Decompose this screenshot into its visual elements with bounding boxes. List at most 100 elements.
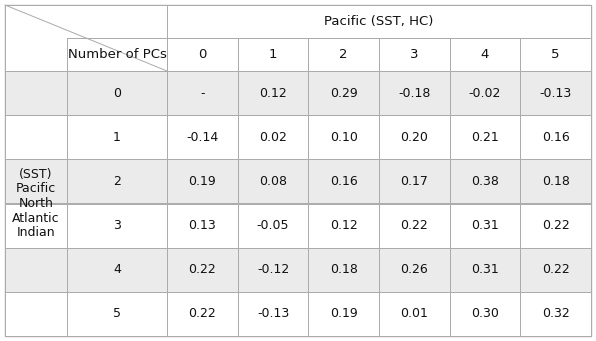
Bar — [449, 159, 520, 204]
Bar — [308, 71, 379, 115]
Text: 2: 2 — [113, 175, 121, 188]
Bar — [5, 5, 167, 71]
Bar — [167, 292, 238, 336]
Text: 2: 2 — [339, 48, 348, 61]
Text: 0.01: 0.01 — [401, 308, 429, 321]
Bar — [379, 115, 449, 159]
Bar — [238, 38, 308, 71]
Bar — [308, 248, 379, 292]
Text: 0.26: 0.26 — [401, 263, 428, 276]
Bar — [167, 248, 238, 292]
Bar — [520, 159, 591, 204]
Text: 5: 5 — [113, 308, 121, 321]
Text: 0.22: 0.22 — [542, 219, 570, 232]
Bar — [67, 38, 167, 71]
Bar — [308, 159, 379, 204]
Text: -0.18: -0.18 — [398, 87, 430, 100]
Bar — [238, 71, 308, 115]
Bar — [449, 115, 520, 159]
Bar — [449, 292, 520, 336]
Text: -0.13: -0.13 — [539, 87, 572, 100]
Text: 4: 4 — [113, 263, 121, 276]
Text: 0.16: 0.16 — [330, 175, 358, 188]
Bar — [167, 159, 238, 204]
Text: 0.02: 0.02 — [259, 131, 287, 144]
Bar — [449, 204, 520, 248]
Bar — [449, 248, 520, 292]
Bar — [67, 71, 167, 115]
Bar — [379, 159, 449, 204]
Text: 0.21: 0.21 — [471, 131, 499, 144]
Text: North: North — [18, 197, 54, 210]
Text: -0.12: -0.12 — [257, 263, 289, 276]
Bar — [520, 292, 591, 336]
Text: -0.02: -0.02 — [469, 87, 501, 100]
Bar — [5, 159, 67, 204]
Text: 0.12: 0.12 — [259, 87, 287, 100]
Text: 3: 3 — [410, 48, 418, 61]
Text: 0.19: 0.19 — [330, 308, 358, 321]
Text: 0.22: 0.22 — [401, 219, 428, 232]
Text: 0.16: 0.16 — [542, 131, 570, 144]
Bar — [5, 292, 67, 336]
Bar — [379, 204, 449, 248]
Bar — [5, 248, 67, 292]
Text: 0.32: 0.32 — [542, 308, 570, 321]
Bar — [238, 204, 308, 248]
Text: 1: 1 — [113, 131, 121, 144]
Bar — [5, 115, 67, 159]
Text: 0.22: 0.22 — [188, 263, 216, 276]
Text: Atlantic: Atlantic — [12, 211, 60, 224]
Bar — [167, 204, 238, 248]
Text: 0: 0 — [113, 87, 121, 100]
Text: Number of PCs: Number of PCs — [67, 48, 166, 61]
Text: -0.05: -0.05 — [257, 219, 289, 232]
Bar — [379, 292, 449, 336]
Text: 0.22: 0.22 — [188, 308, 216, 321]
Text: 0.20: 0.20 — [401, 131, 429, 144]
Bar — [67, 204, 167, 248]
Bar — [67, 248, 167, 292]
Text: 4: 4 — [481, 48, 489, 61]
Text: 0.38: 0.38 — [471, 175, 499, 188]
Bar — [308, 204, 379, 248]
Bar — [308, 38, 379, 71]
Text: 0.31: 0.31 — [471, 263, 499, 276]
Bar — [520, 248, 591, 292]
Bar — [5, 71, 67, 115]
Bar — [449, 71, 520, 115]
Bar — [379, 248, 449, 292]
Text: 0.13: 0.13 — [188, 219, 216, 232]
Text: 0.22: 0.22 — [542, 263, 570, 276]
Text: Indian: Indian — [17, 226, 55, 239]
Text: 0.18: 0.18 — [542, 175, 570, 188]
Bar — [308, 292, 379, 336]
Text: -0.13: -0.13 — [257, 308, 289, 321]
Text: 0.17: 0.17 — [401, 175, 429, 188]
Text: -: - — [200, 87, 204, 100]
Text: 0.18: 0.18 — [330, 263, 358, 276]
Text: 0.29: 0.29 — [330, 87, 358, 100]
Text: 0.08: 0.08 — [259, 175, 287, 188]
Text: 0.10: 0.10 — [330, 131, 358, 144]
Bar — [67, 115, 167, 159]
Bar — [520, 38, 591, 71]
Bar — [67, 292, 167, 336]
Text: 5: 5 — [551, 48, 560, 61]
Text: -0.14: -0.14 — [186, 131, 219, 144]
Bar — [520, 204, 591, 248]
Bar — [449, 38, 520, 71]
Bar — [520, 115, 591, 159]
Text: Pacific (SST, HC): Pacific (SST, HC) — [324, 15, 434, 28]
Bar — [167, 71, 238, 115]
Text: 0.12: 0.12 — [330, 219, 358, 232]
Bar — [238, 159, 308, 204]
Text: 3: 3 — [113, 219, 121, 232]
Bar — [379, 71, 449, 115]
Text: 0.31: 0.31 — [471, 219, 499, 232]
Bar — [67, 159, 167, 204]
Bar — [308, 115, 379, 159]
Text: 1: 1 — [269, 48, 277, 61]
Bar — [379, 38, 449, 71]
Bar — [5, 204, 67, 248]
